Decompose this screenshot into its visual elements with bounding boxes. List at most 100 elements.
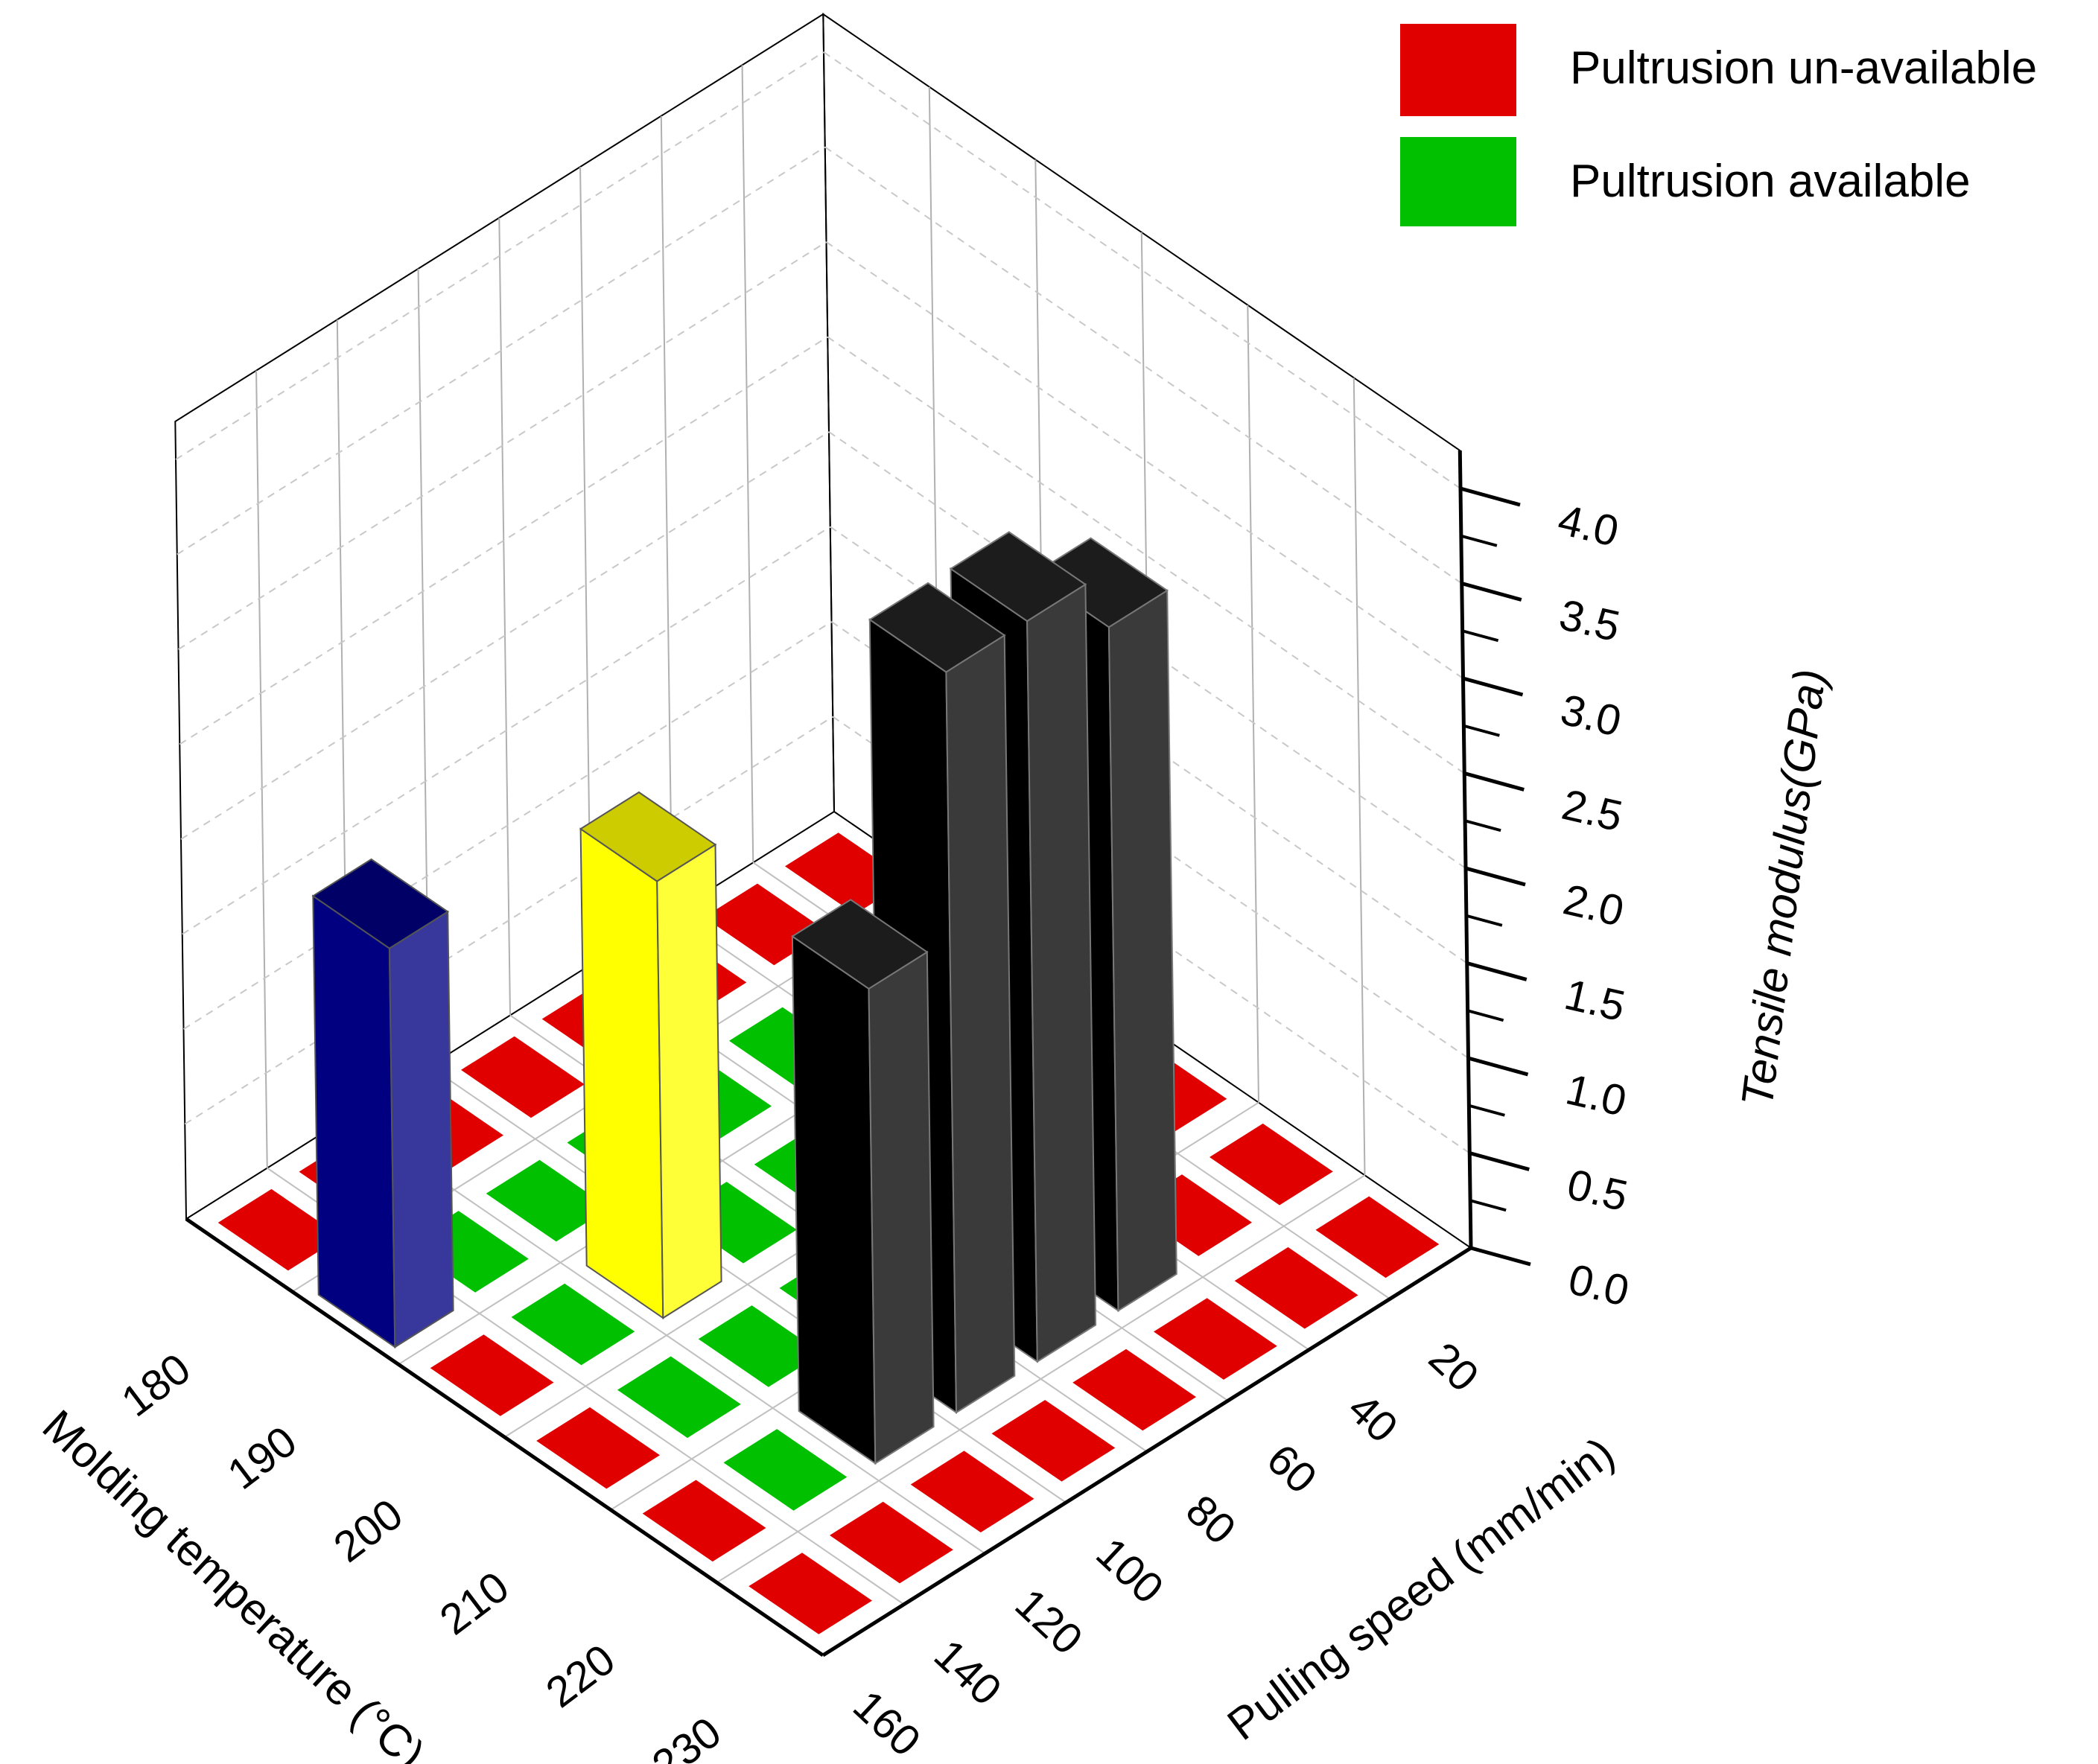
wall-gridline [1247, 305, 1259, 1103]
bar-220-120 [791, 899, 935, 1465]
floor-cell [486, 1159, 610, 1242]
z-minor-tick [1468, 1104, 1505, 1117]
floor-cell [1234, 1246, 1358, 1329]
z-major-tick [1462, 676, 1524, 697]
z-tick-label: 0.5 [1563, 1160, 1632, 1220]
bar-200-120 [579, 791, 722, 1319]
y-tick-label: 100 [1087, 1529, 1172, 1614]
floor-cell [217, 1188, 342, 1271]
bars [311, 531, 1177, 1465]
z-major-tick [1461, 582, 1522, 602]
wall-gridline [498, 217, 511, 1016]
wall-gridline-z [177, 241, 827, 650]
y-tick-label: 20 [1420, 1333, 1488, 1401]
floor-cell [698, 1305, 822, 1387]
x-tick-label: 220 [537, 1635, 623, 1717]
z-major-tick [1470, 1246, 1531, 1267]
floor-cell [991, 1400, 1116, 1482]
legend-label-unavailable: Pultrusion un-available [1570, 42, 2037, 94]
floor-cell [830, 1501, 953, 1584]
wall-gridline-z [182, 526, 831, 935]
floor-cell [748, 1553, 872, 1634]
bar-face-top [791, 899, 929, 990]
bar-190-160 [311, 858, 454, 1349]
bar-face-side [868, 950, 935, 1465]
y-tick-label: 140 [925, 1630, 1011, 1715]
bar-face-top [311, 858, 450, 949]
y-tick-label: 40 [1338, 1384, 1407, 1453]
x-tick-label: 200 [325, 1490, 411, 1572]
wall-gridline-z [179, 336, 828, 745]
x-tick-label: 190 [219, 1417, 305, 1499]
z-tick-label: 1.5 [1560, 970, 1630, 1031]
floor-cell [1154, 1298, 1277, 1380]
wall-gridline [1352, 378, 1366, 1176]
z-major-tick [1460, 486, 1521, 507]
z-major-tick [1469, 1151, 1530, 1171]
z-tick-label: 3.5 [1555, 590, 1624, 651]
z-major-tick [1465, 866, 1526, 887]
floor-cell [910, 1451, 1034, 1532]
z-minor-tick [1464, 819, 1501, 832]
floor-cell [461, 1036, 585, 1118]
bar-face-side [656, 843, 722, 1319]
y-tick-label: 80 [1177, 1486, 1245, 1554]
wall-gridline-z [182, 621, 833, 1030]
wall-gridline [741, 65, 754, 863]
z-major-tick [1463, 771, 1525, 792]
bar-face-front [791, 934, 877, 1465]
floor-gridline [428, 1066, 1067, 1503]
z-tick-label: 1.0 [1562, 1065, 1631, 1125]
floor-cell [1072, 1349, 1196, 1431]
legend-swatch-unavailable [1400, 24, 1516, 116]
floor-cell [430, 1334, 554, 1416]
y-tick-label: 160 [844, 1681, 929, 1764]
wall-gridline-z [175, 51, 824, 460]
y-axis-line [821, 1246, 1472, 1658]
x-axis-line [185, 1217, 824, 1658]
wall-gridline [255, 370, 268, 1168]
z-tick-label: 0.0 [1564, 1255, 1633, 1315]
bar-face-front [312, 894, 396, 1349]
z-minor-tick [1469, 1199, 1507, 1212]
wall-gridline-z [184, 716, 833, 1125]
bar-face-side [1107, 589, 1177, 1312]
floor-cell [723, 1429, 848, 1511]
bar-face-side [1026, 583, 1097, 1363]
bar-face-top [579, 791, 717, 882]
z-axis: 0.0 0.5 1.0 1.5 2.0 2.5 3.0 3.5 4.0 [1458, 450, 1633, 1316]
z-major-tick [1466, 961, 1528, 981]
z-axis-line [1458, 450, 1473, 1249]
legend-swatch-available [1400, 137, 1516, 226]
wall-gridline-z [177, 146, 826, 555]
floor-gridline [347, 1116, 986, 1555]
z-axis-title: Tensile modulus(GPa) [1732, 666, 1835, 1109]
floor-cell [536, 1407, 660, 1489]
wall-gridline-z [180, 431, 830, 840]
floor-cell [1315, 1196, 1440, 1279]
legend-label-available: Pultrusion available [1570, 156, 1971, 207]
z-minor-tick [1466, 914, 1503, 927]
z-minor-tick [1460, 534, 1498, 547]
floor-cell [1209, 1123, 1333, 1206]
floor-frame [185, 1217, 1472, 1658]
bar-face-side [945, 634, 1016, 1414]
x-tick-label: 210 [431, 1562, 518, 1644]
bar-face-top [868, 582, 1006, 673]
z-tick-label: 4.0 [1554, 495, 1623, 555]
legend: Pultrusion un-available Pultrusion avail… [1400, 24, 2037, 226]
z-major-tick [1467, 1056, 1529, 1077]
y-tick-label: 120 [1006, 1579, 1092, 1664]
floor-cell [511, 1283, 635, 1366]
z-tick-label: 2.0 [1559, 875, 1628, 935]
z-tick-label: 2.5 [1557, 780, 1627, 841]
x-tick-label: 230 [643, 1708, 730, 1764]
bar-face-side [388, 910, 454, 1349]
z-minor-tick [1463, 724, 1500, 737]
floor-cell [642, 1480, 766, 1562]
z-minor-tick [1467, 1009, 1504, 1022]
bar-face-top [949, 531, 1087, 623]
wall-gridline [660, 115, 673, 914]
z-minor-tick [1462, 629, 1499, 643]
